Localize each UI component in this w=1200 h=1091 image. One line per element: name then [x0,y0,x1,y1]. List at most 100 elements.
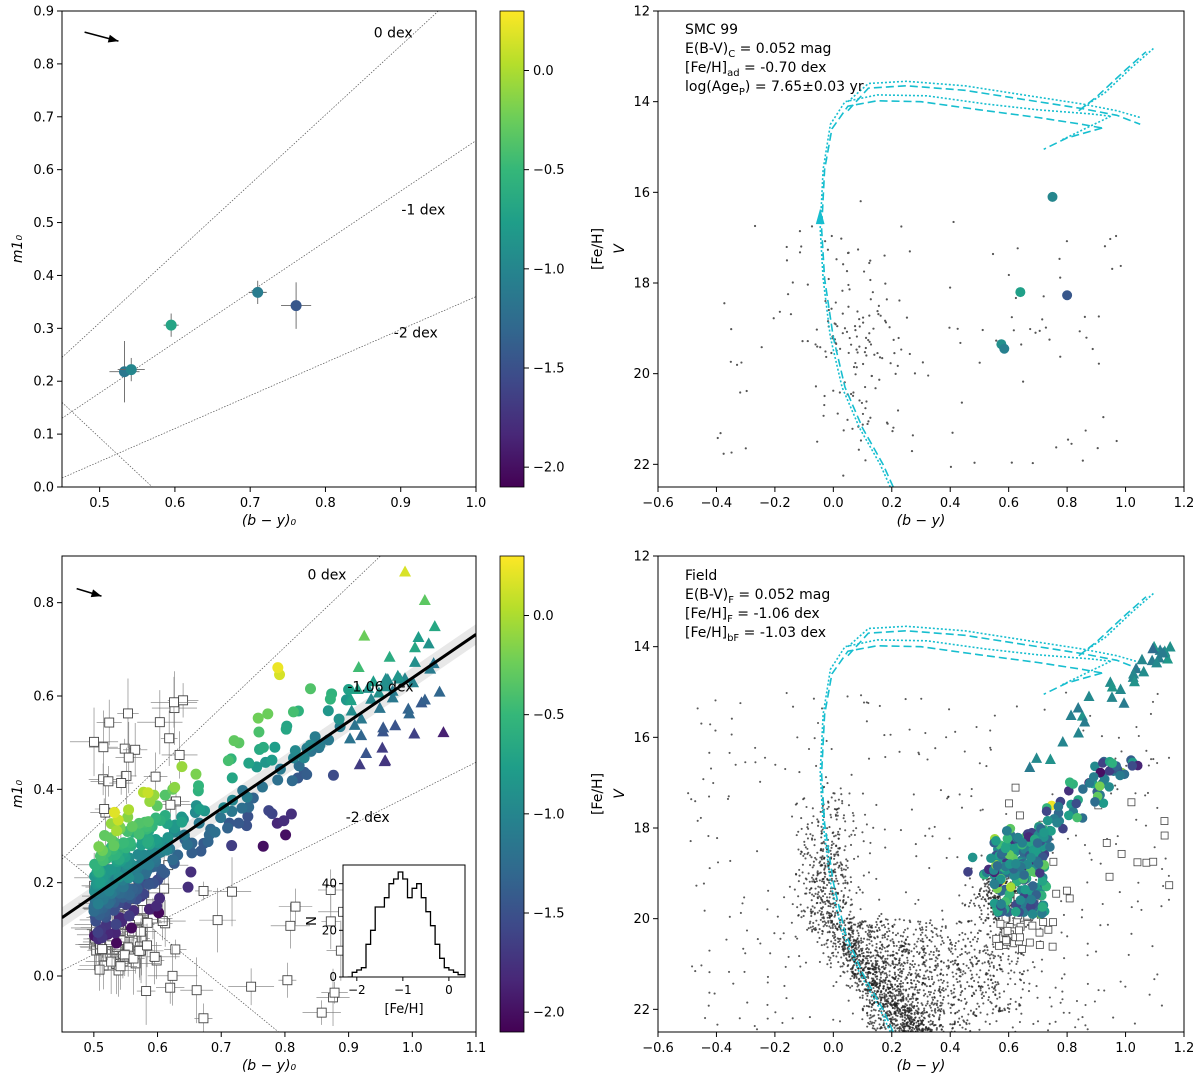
selected-star-point [1027,909,1038,919]
giant-star-triangle [437,726,450,738]
selected-star-point [266,754,278,766]
field-star-dot [972,1012,975,1015]
field-star-dot [976,932,979,935]
field-star-dot [951,431,954,434]
metallicity-line-label: 0 dex [308,567,347,583]
field-star-dot [928,827,931,830]
giant-star-triangle [379,680,392,692]
field-star-dot [822,414,825,417]
rejected-star-square [170,944,181,955]
field-star-dot [889,983,892,986]
giant-star-triangle [376,741,389,753]
field-star-dot [973,923,977,926]
field-star-dot [952,975,955,978]
field-star-dot [963,1007,966,1010]
field-star-dot [887,986,890,989]
field-star-dot [868,968,871,971]
field-star-dot [836,861,839,864]
field-star-dot [884,972,888,975]
x-tick-label: 0.6 [147,1041,168,1056]
field-star-dot [848,889,851,892]
field-star-dot [891,1024,894,1027]
field-star-dot [929,991,932,994]
field-star-dot [906,1021,909,1024]
field-star-dot [882,965,885,968]
field-star-dot [952,963,955,966]
field-star-dot [1110,792,1113,795]
field-star-dot [824,299,827,303]
field-star-dot [859,960,862,963]
field-star-dot [743,970,746,973]
field-star-dot [823,403,826,407]
field-star-dot [988,987,991,990]
field-star-dot [958,920,961,923]
field-star-dot [838,945,841,949]
field-star-dot [883,1005,886,1008]
field-star-dot [836,814,839,817]
field-star-dot [839,975,842,978]
selected-star-point [1115,770,1125,781]
field-star-dot [939,994,942,997]
selected-star-point [123,910,135,922]
field-star-dot [929,919,932,922]
field-star-dot [987,969,990,972]
field-star-dot [863,1005,866,1008]
field-star-dot [862,955,865,958]
field-star-dot [980,898,983,901]
field-star-dot [863,920,866,923]
axes: 0.5 0.6 0.7 0.8 0.9 1.0 1.10.00.20.40.60.8(b −… [10,596,486,1074]
field-star-dot [850,898,853,901]
field-star-dot [825,739,828,742]
field-star-dot [823,856,826,859]
field-star-dot [915,969,918,972]
field-star-dot [924,834,927,837]
field-star-dot [879,991,882,994]
field-star-dot [954,941,957,945]
field-star-dot [1003,1007,1006,1010]
field-star-dot [902,981,905,985]
field-star-dot [987,887,990,890]
selected-star-point [182,881,194,893]
selected-star-point [257,741,269,753]
field-star-dot [957,940,960,943]
field-star-dot [1066,935,1069,938]
annotation-block: Field E(B-V)F = 0.052 mag [Fe/H]F = -1.0… [685,568,830,644]
field-star-dot [887,922,890,925]
field-star-dot [836,879,839,883]
cluster-star-point [1015,287,1026,298]
field-star-dot [817,885,820,888]
field-star-dot [811,905,814,908]
field-star-dot [870,1009,873,1012]
field-star-dot [893,994,896,997]
field-star-dot [993,714,996,717]
field-star-dot [991,950,994,953]
field-star-dot [936,934,939,938]
field-star-dot [926,944,929,947]
field-star-dot [855,964,858,967]
giant-star-triangle [412,630,425,642]
field-star-dot [923,977,926,980]
isochrone [1060,660,1112,686]
selected-star-point [144,796,156,808]
field-star-dot [834,871,837,874]
field-star-dot [785,245,788,249]
field-star-dot [910,1007,913,1010]
y-tick-label: 14 [633,95,650,110]
field-star-dot [872,1008,875,1011]
field-star-dot [1055,446,1058,449]
field-star-dot [831,840,834,843]
axes: 0.5 0.6 0.7 0.8 0.9 1.00.00.10.20.30.40.50.60… [10,5,486,530]
rejected-star-square [285,920,296,931]
field-star-dot [886,950,889,953]
giant-star-triangle [422,637,435,649]
field-star-dot [917,898,920,901]
field-star-dot [897,948,901,952]
field-star-dot [897,1012,900,1015]
field-star-dot [927,990,930,993]
selected-star-point [176,761,188,773]
selected-star-point [1041,806,1052,817]
field-star-dot [877,966,880,969]
field-star-dot [809,833,812,836]
field-star-dot [988,889,991,892]
field-star-dot [801,863,804,866]
